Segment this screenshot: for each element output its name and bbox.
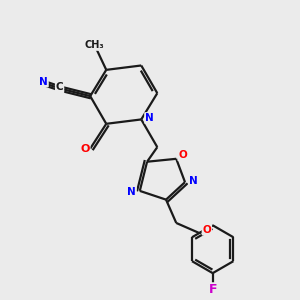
- Text: O: O: [80, 144, 90, 154]
- Text: N: N: [127, 187, 136, 197]
- Text: O: O: [202, 225, 211, 235]
- Text: N: N: [39, 76, 48, 86]
- Text: C: C: [56, 82, 63, 92]
- Text: F: F: [208, 283, 217, 296]
- Text: N: N: [189, 176, 197, 186]
- Text: N: N: [145, 113, 154, 123]
- Text: O: O: [178, 150, 187, 160]
- Text: CH₃: CH₃: [85, 40, 104, 50]
